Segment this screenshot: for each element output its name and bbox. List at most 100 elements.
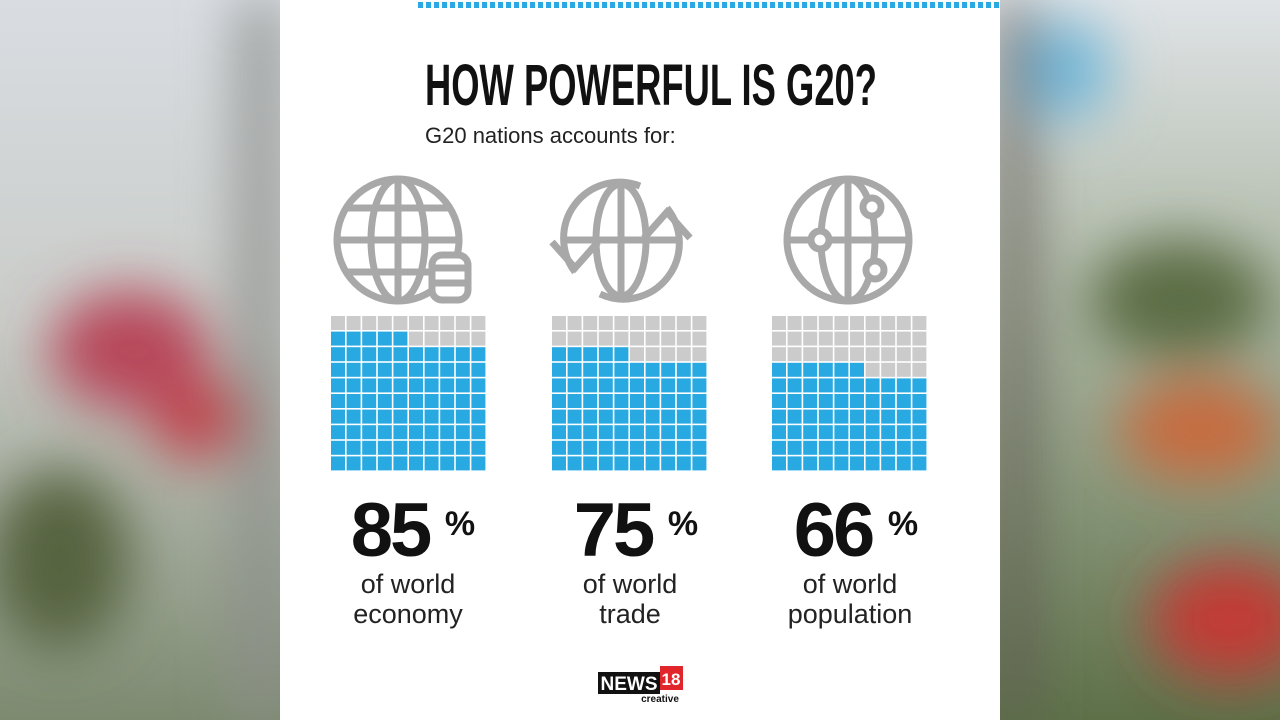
empty-cell [803,347,818,362]
filled-cell [865,425,880,440]
empty-cell [692,316,707,330]
filled-cell [331,362,345,377]
empty-cell [455,316,470,330]
filled-cell [676,456,691,471]
filled-cell [850,362,864,377]
filled-cell [661,440,676,455]
filled-cell [552,440,566,455]
filled-cell [393,331,408,346]
filled-cell [331,440,345,455]
filled-cell [614,440,629,455]
filled-cell [896,456,911,471]
filled-cell [362,409,377,424]
empty-cell [583,316,598,330]
empty-cell [865,316,880,330]
filled-cell [881,440,896,455]
empty-cell [881,347,896,362]
filled-cell [818,456,833,471]
filled-cell [471,440,486,455]
filled-cell [393,378,408,393]
icon-population [783,175,913,305]
filled-cell [598,409,613,424]
caption-line: of world [361,569,456,599]
filled-cell [440,362,455,377]
empty-cell [772,347,786,362]
empty-cell [567,331,582,346]
filled-cell [661,456,676,471]
filled-cell [614,394,629,408]
percent-unit: % [888,505,918,543]
filled-cell [583,440,598,455]
filled-cell [583,347,598,362]
filled-cell [850,425,864,440]
empty-cell [772,331,786,346]
empty-cell [552,316,566,330]
empty-cell [362,316,377,330]
empty-cell [645,316,660,330]
empty-cell [818,316,833,330]
filled-cell [772,394,786,408]
empty-cell [346,316,361,330]
logo-number: 18 [662,670,681,689]
filled-cell [645,456,660,471]
filled-cell [331,378,345,393]
logo: NEWS 18 creative [598,666,683,705]
percent-value: 85 [351,488,431,573]
empty-cell [471,331,486,346]
filled-cell [409,378,423,393]
filled-cell [346,394,361,408]
filled-cell [614,409,629,424]
percent-value: 75 [574,488,654,573]
filled-cell [393,362,408,377]
empty-cell [850,331,864,346]
logo-sub: creative [641,694,679,705]
filled-cell [471,394,486,408]
filled-cell [346,456,361,471]
empty-cell [692,347,707,362]
empty-cell [676,331,691,346]
filled-cell [661,378,676,393]
filled-cell [772,425,786,440]
filled-cell [455,378,470,393]
filled-cell [803,378,818,393]
filled-cell [552,425,566,440]
filled-cell [331,347,345,362]
filled-cell [645,394,660,408]
filled-cell [850,440,864,455]
filled-cell [362,456,377,471]
empty-cell [881,331,896,346]
empty-cell [409,331,423,346]
filled-cell [834,378,849,393]
filled-cell [393,409,408,424]
filled-cell [598,456,613,471]
filled-cell [834,456,849,471]
filled-cell [440,347,455,362]
empty-cell [377,316,392,330]
filled-cell [692,456,707,471]
filled-cell [661,362,676,377]
filled-cell [377,456,392,471]
filled-cell [552,362,566,377]
filled-cell [692,394,707,408]
empty-cell [598,316,613,330]
filled-cell [834,394,849,408]
filled-cell [552,394,566,408]
filled-cell [598,347,613,362]
filled-cell [362,425,377,440]
empty-cell [455,331,470,346]
filled-cell [865,409,880,424]
filled-cell [834,362,849,377]
filled-cell [583,456,598,471]
filled-cell [471,409,486,424]
filled-cell [455,440,470,455]
filled-cell [818,425,833,440]
filled-cell [912,394,927,408]
empty-cell [912,347,927,362]
empty-cell [772,316,786,330]
filled-cell [630,378,644,393]
filled-cell [331,456,345,471]
filled-cell [661,394,676,408]
filled-cell [393,347,408,362]
